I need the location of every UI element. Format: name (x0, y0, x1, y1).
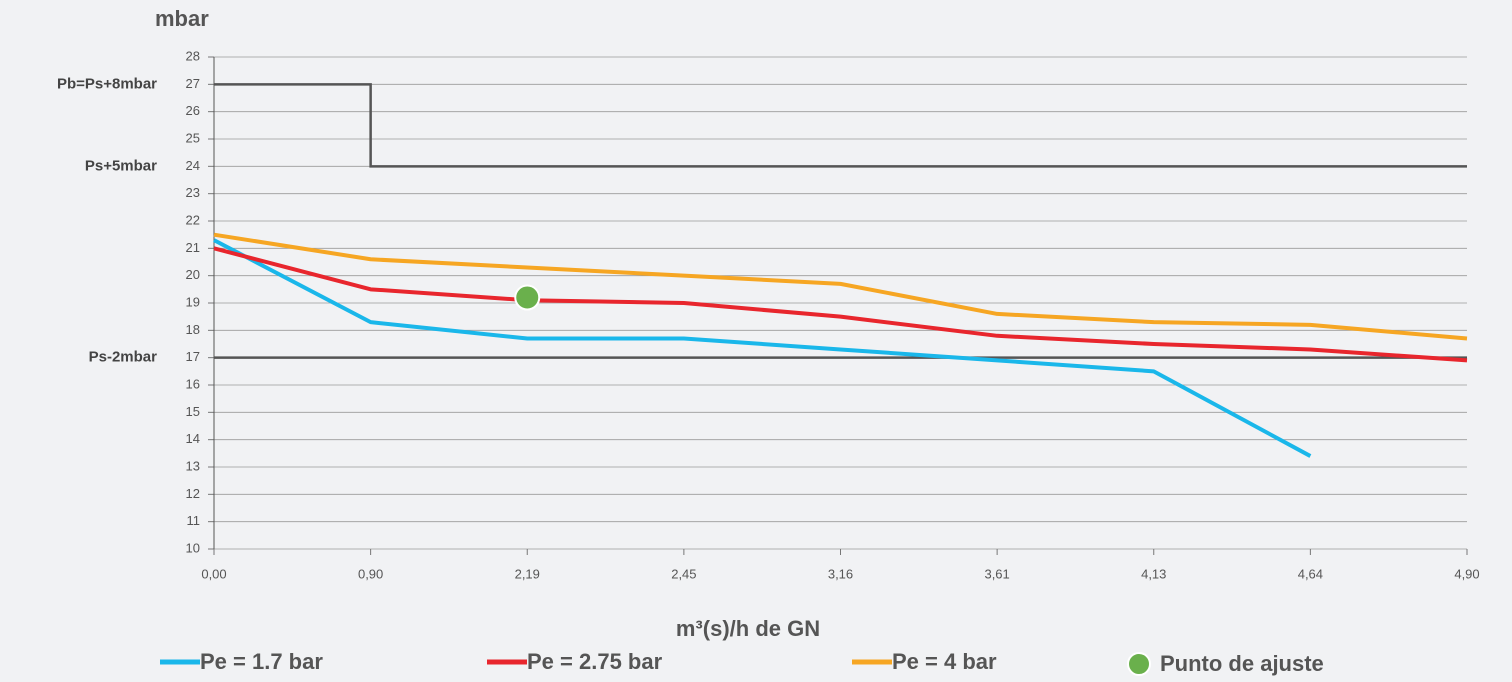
y-tick-label: 25 (186, 130, 200, 145)
y-tick-label: 11 (187, 513, 201, 528)
y-tick-label: 27 (186, 76, 200, 91)
y-tick-label: 26 (186, 103, 200, 118)
y-tick-label: 23 (186, 185, 200, 200)
x-tick-label: 4,13 (1141, 566, 1166, 581)
x-tick-label: 2,45 (671, 566, 696, 581)
y-tick-label: 18 (186, 322, 200, 337)
series-line (213, 232, 1468, 341)
x-tick-label: 0,90 (358, 566, 383, 581)
limit-step-line (214, 83, 1467, 168)
legend-label: Pe = 1.7 bar (200, 649, 323, 674)
legend-label: Punto de ajuste (1160, 651, 1324, 676)
x-tick-label: 2,19 (515, 566, 540, 581)
legend-point (1127, 652, 1151, 676)
side-label: Ps-2mbar (89, 349, 158, 366)
side-label: Ps+5mbar (85, 157, 157, 174)
y-tick-label: 21 (186, 240, 200, 255)
y-tick-label: 28 (186, 48, 200, 63)
x-axis-title: m³(s)/h de GN (676, 616, 820, 641)
y-tick-label: 12 (186, 486, 200, 501)
x-tick-label: 4,64 (1298, 566, 1323, 581)
series-line (213, 246, 1468, 363)
x-tick-label: 3,16 (828, 566, 853, 581)
y-tick-label: 15 (186, 404, 200, 419)
side-label: Pb=Ps+8mbar (57, 75, 157, 92)
x-tick-label: 3,61 (984, 566, 1009, 581)
y-tick-label: 14 (186, 431, 200, 446)
y-tick-label: 13 (186, 458, 200, 473)
y-axis-title: mbar (155, 6, 209, 31)
y-tick-label: 16 (186, 376, 200, 391)
x-tick-label: 4,90 (1454, 566, 1479, 581)
series-line (213, 238, 1312, 458)
adjust-point (514, 284, 541, 311)
legend-label: Pe = 4 bar (892, 649, 997, 674)
y-tick-label: 17 (186, 349, 200, 364)
y-tick-label: 10 (186, 540, 200, 555)
x-tick-label: 0,00 (201, 566, 226, 581)
y-tick-label: 24 (186, 158, 200, 173)
y-tick-label: 22 (186, 212, 200, 227)
legend-label: Pe = 2.75 bar (527, 649, 663, 674)
y-tick-label: 20 (186, 267, 200, 282)
y-tick-label: 19 (186, 294, 200, 309)
